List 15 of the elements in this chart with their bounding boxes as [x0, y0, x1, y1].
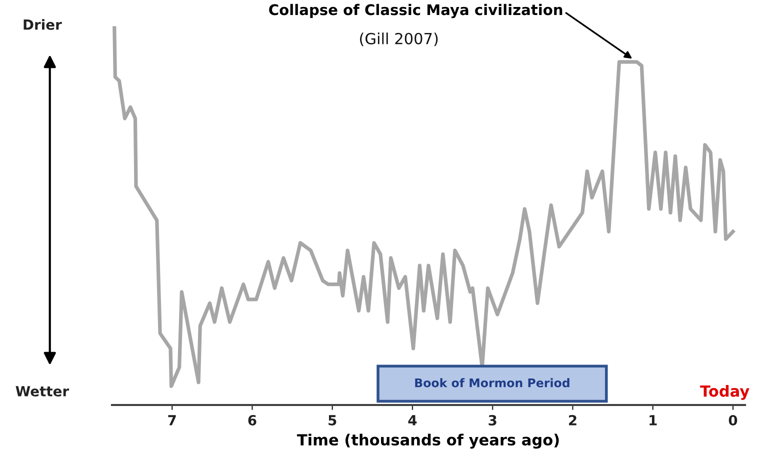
annotation: (Gill 2007): [360, 32, 438, 46]
text: Drier: [24, 19, 62, 30]
x-tick-label: 5: [328, 415, 336, 426]
text: Wetter: [16, 386, 70, 396]
x-axis-title: Time (thousands of years ago): [296, 434, 559, 449]
annotation: Collapse of Classic Maya civilization: [269, 4, 562, 18]
x-tick-label: 7: [168, 415, 176, 426]
x-tick-label: 3: [488, 414, 496, 426]
band-label: Book of Mormon Period: [415, 378, 570, 388]
x-tick-label: 6: [248, 414, 256, 426]
x-tick-label: 0: [728, 414, 738, 426]
x-tick-label: 4: [408, 415, 417, 426]
annotation: Today: [700, 384, 750, 400]
x-tick-label: 1: [650, 415, 657, 426]
x-tick-label: 2: [568, 414, 576, 426]
